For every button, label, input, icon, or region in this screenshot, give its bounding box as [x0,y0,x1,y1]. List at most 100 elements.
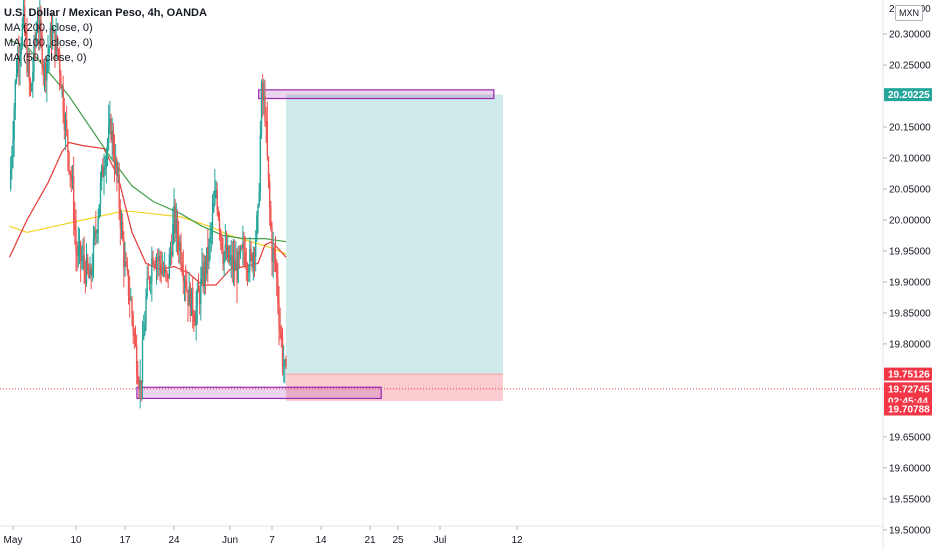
candle-body [42,67,45,71]
candle-body [195,305,197,326]
candle-body [279,325,281,331]
currency-badge[interactable]: MXN [895,5,923,21]
profit-target-area [286,94,503,375]
candle-body [48,47,50,55]
candle-body [166,271,168,274]
candle-body [90,267,92,276]
candle-body [231,255,234,270]
candle-body [22,6,25,24]
candle-body [266,121,269,157]
candle-body [120,221,123,228]
candle-body [33,41,35,72]
candle-body [174,205,176,234]
stop-price-tag-bg [884,402,932,416]
candle-body [222,250,224,264]
y-tick-label: 20.15000 [889,123,931,134]
x-tick-label: 17 [119,535,131,546]
candle-body [144,324,146,335]
candle-body [12,140,14,156]
candle-body [260,83,263,135]
candle-body [113,154,116,169]
candle-body [177,238,180,251]
indicator-ma50[interactable]: MA (50, close, 0) [4,52,87,64]
indicator-ma200[interactable]: MA (200, close, 0) [4,22,93,34]
candle-body [239,247,242,255]
candle-body [187,290,189,306]
candle-body [34,41,36,43]
candle-body [72,176,75,222]
candle-body [257,205,259,216]
candle-body [99,181,102,205]
indicator-ma100[interactable]: MA (100, close, 0) [4,37,93,49]
candle-body [142,334,145,340]
candle-body [123,239,125,268]
candle-body [223,252,225,264]
candle-body [63,114,66,130]
candle-body [168,254,171,279]
candle-body [75,230,77,253]
candle-body [106,142,109,153]
candle-body [105,152,108,168]
candle-body [183,280,186,282]
candle-body [95,230,97,233]
candle-body [194,321,196,326]
candle-body [55,36,57,57]
candle-body [139,380,141,390]
last-price-tag: 19.72745 [888,384,930,395]
candle-body [236,262,238,283]
candle-body [268,181,271,208]
candle-body [67,130,69,153]
candle-body [116,159,118,177]
y-tick-label: 20.05000 [889,184,931,195]
candle-body [238,251,241,255]
candle-body [201,267,203,280]
zones-layer[interactable] [0,89,883,401]
candle-body [173,205,175,225]
candle-body [182,270,185,281]
candle-body [83,255,85,269]
candle-body [69,170,71,175]
candle-body [247,270,250,273]
candle-body [46,60,48,81]
candle-body [64,119,67,130]
candle-body [35,30,38,43]
candle-body [215,189,217,191]
candle-body [221,235,223,251]
candle-body [180,242,182,264]
candle-body [175,217,178,234]
candle-body [154,264,157,268]
symbol-title[interactable]: U.S. Dollar / Mexican Peso, 4h, OANDA [4,7,207,19]
x-tick-label: 25 [392,535,404,546]
candle-body [281,338,284,367]
ma-100-line [9,39,287,243]
candle-body [240,247,243,249]
candle-body [249,248,251,271]
candle-body [216,189,218,211]
candle-body [89,267,91,278]
ma-200-line [9,210,287,255]
candle-body [78,241,81,247]
candle-body [181,263,183,271]
candle-body [148,278,151,284]
y-tick-label: 19.80000 [889,339,931,350]
candle-body [86,257,89,271]
candle-body [77,246,80,256]
candle-body [284,359,286,366]
candle-body [282,365,285,367]
candle-body [56,36,59,50]
stop-price-tag: 19.70788 [888,404,930,415]
candle-body [158,255,160,261]
candle-body [16,55,19,74]
candle-body [27,59,29,72]
candle-body [243,243,245,252]
candle-body [198,292,201,304]
y-tick-label: 19.50000 [889,525,931,536]
candle-body [151,258,153,282]
candle-body [125,261,127,265]
candle-body [203,262,206,287]
candle-body [61,86,63,89]
candle-body [134,336,137,346]
candle-body [155,259,158,268]
candle-body [274,253,277,264]
